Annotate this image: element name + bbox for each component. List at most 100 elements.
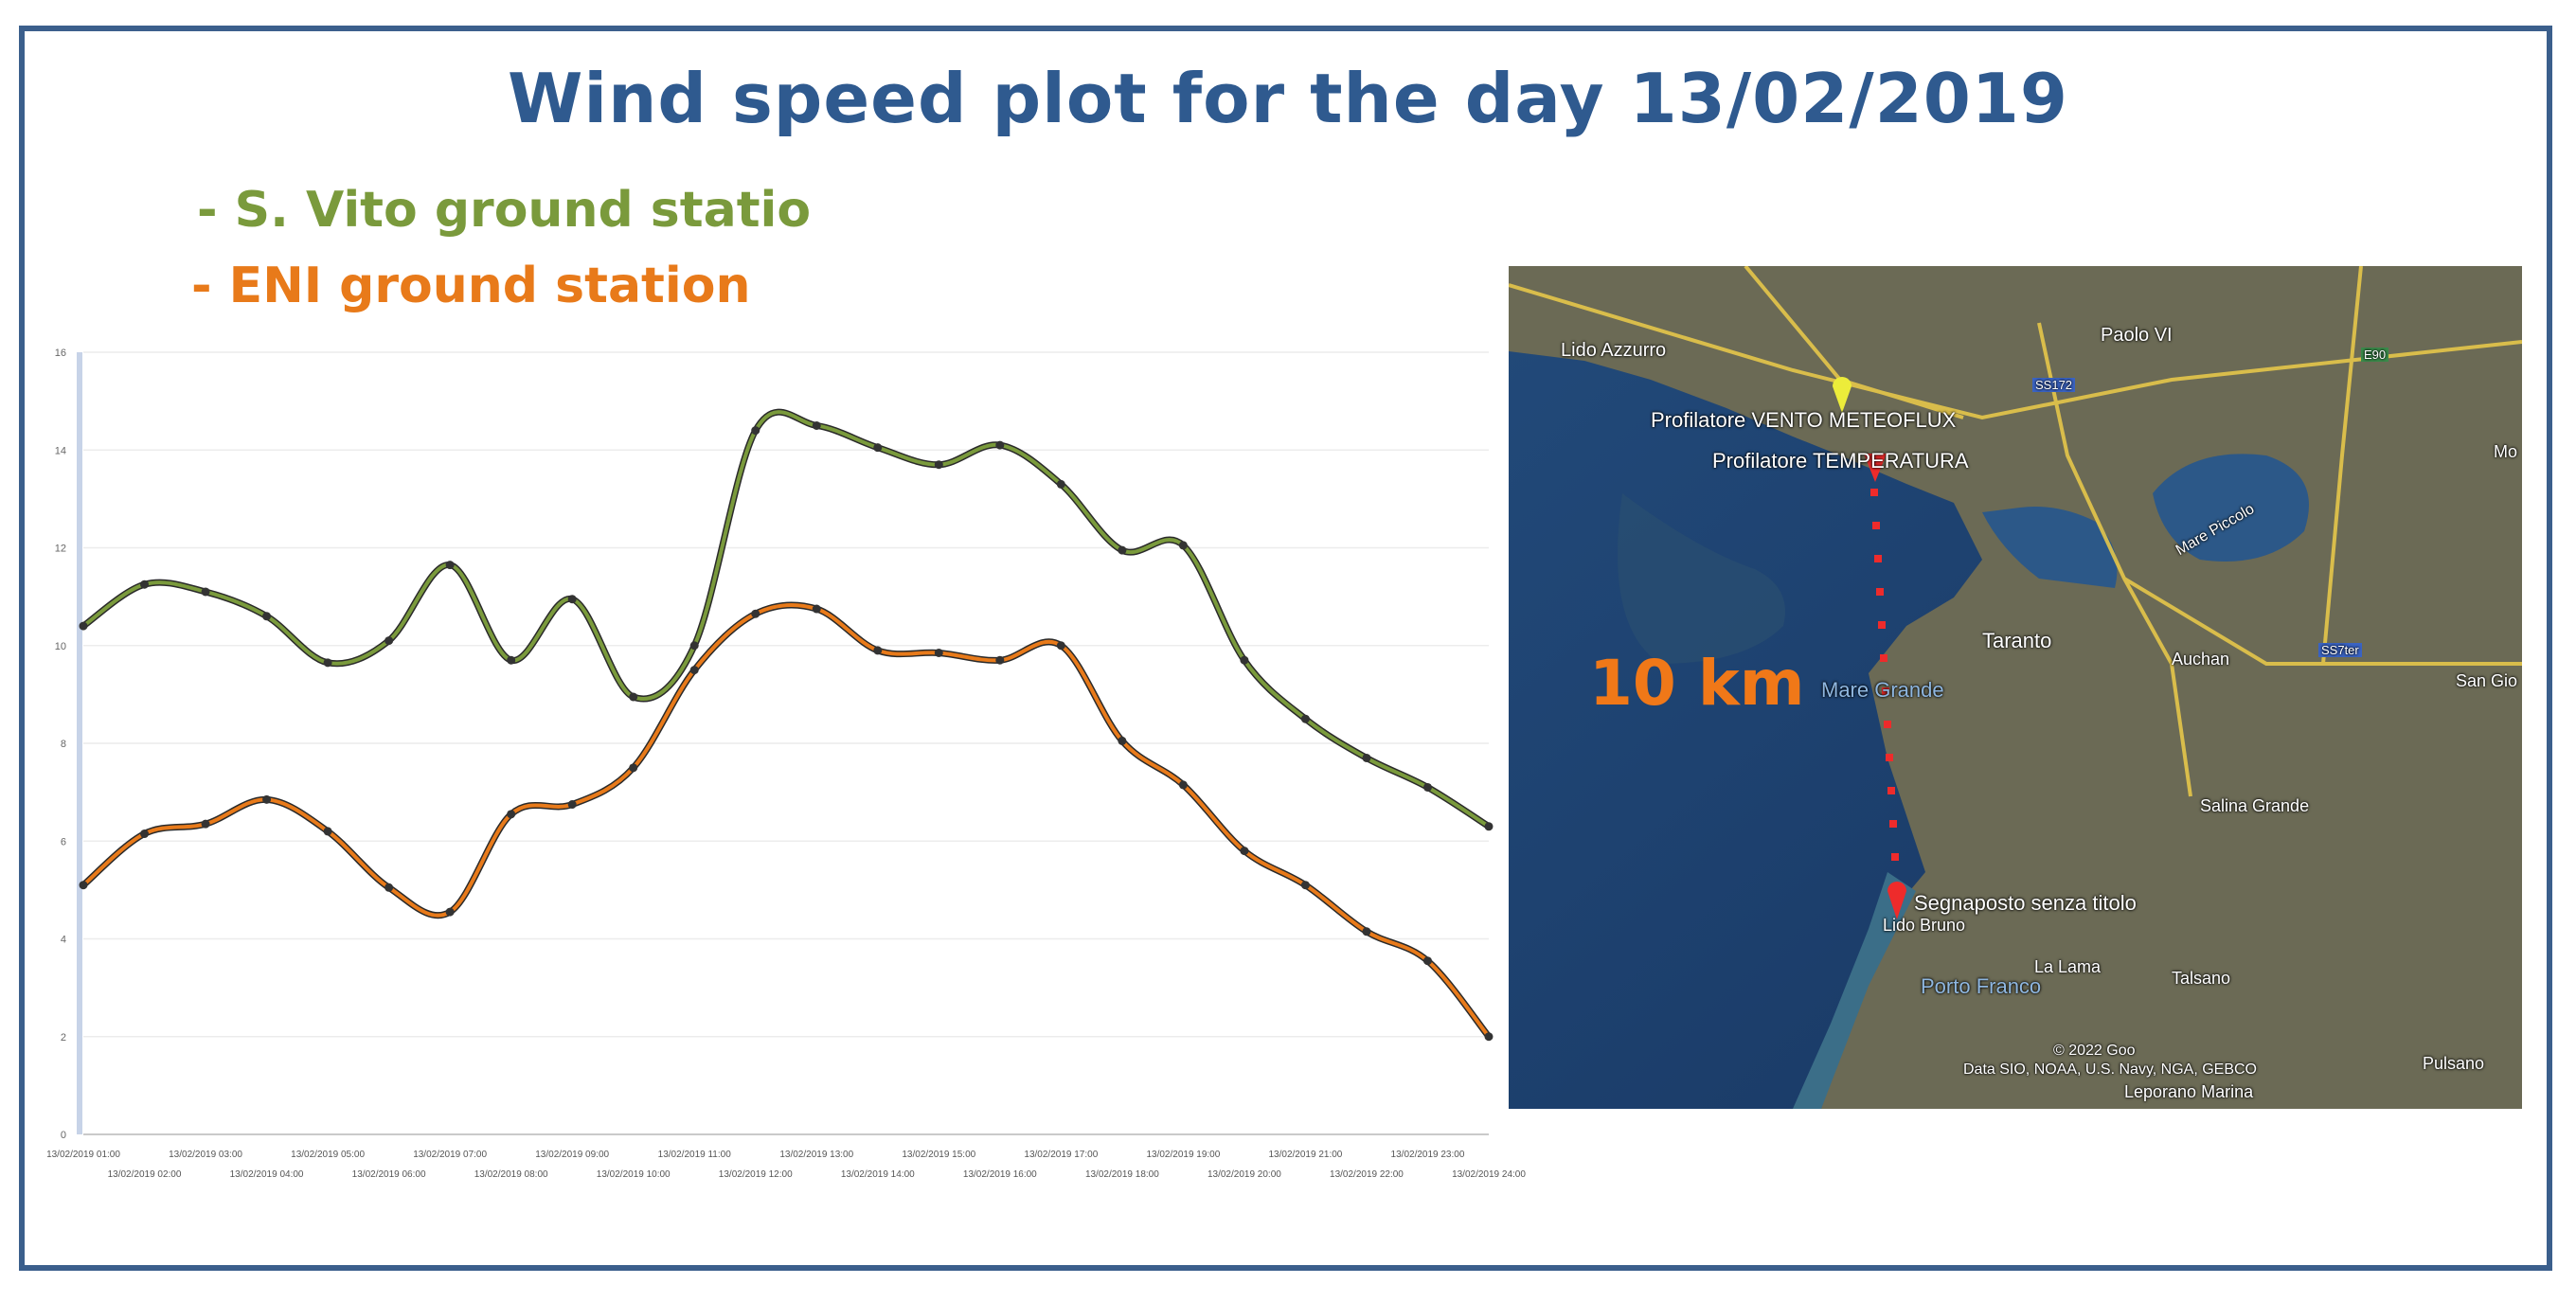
- map-label: La Lama: [2034, 957, 2102, 976]
- map-label: Taranto: [1982, 629, 2052, 652]
- data-point-s-vito: [140, 580, 150, 589]
- data-point-eni: [995, 655, 1005, 665]
- data-point-s-vito: [1056, 479, 1065, 489]
- data-point-eni: [262, 794, 272, 804]
- data-point-eni: [1300, 881, 1310, 890]
- distance-label: 10 km: [1589, 647, 1805, 720]
- data-point-s-vito: [79, 621, 88, 631]
- data-point-eni: [445, 907, 455, 917]
- data-point-eni: [567, 800, 577, 810]
- data-point-eni: [1118, 736, 1127, 745]
- map-label: Mare Grande: [1821, 678, 1944, 702]
- red-marker-icon: [1864, 454, 1887, 482]
- y-tick-label: 2: [61, 1032, 66, 1043]
- x-tick-label: 13/02/2019 05:00: [291, 1150, 365, 1160]
- map-label: Salina Grande: [2200, 796, 2310, 815]
- data-point-s-vito: [629, 692, 638, 702]
- data-point-eni: [689, 666, 699, 675]
- data-point-s-vito: [995, 440, 1005, 450]
- x-tick-label: 13/02/2019 10:00: [597, 1169, 671, 1180]
- data-point-s-vito: [1178, 541, 1188, 550]
- x-tick-label: 13/02/2019 21:00: [1269, 1150, 1343, 1160]
- page-title: Wind speed plot for the day 13/02/2019: [507, 59, 2068, 138]
- map-label: Porto Franco: [1921, 974, 2042, 998]
- legend-entry-eni: - ENI ground station: [191, 258, 751, 314]
- y-tick-label: 4: [61, 935, 66, 946]
- satellite-map: Lido Azzurro Paolo VI SS172 E90 Profilat…: [1509, 266, 2522, 1109]
- data-point-eni: [1422, 956, 1432, 966]
- series-outline-s-vito: [80, 408, 1491, 829]
- series-line-s-vito: [81, 410, 1491, 829]
- yellow-pin-icon: [1833, 377, 1852, 413]
- data-point-eni: [812, 604, 821, 614]
- map-label: Auchan: [2172, 650, 2230, 669]
- data-point-s-vito: [873, 443, 883, 453]
- data-point-s-vito: [507, 655, 516, 665]
- y-tick-label: 14: [55, 445, 66, 456]
- series-line-eni: [81, 602, 1491, 1039]
- x-tick-label: 13/02/2019 03:00: [169, 1150, 242, 1160]
- x-tick-label: 13/02/2019 06:00: [352, 1169, 426, 1180]
- x-tick-label: 13/02/2019 20:00: [1208, 1169, 1281, 1180]
- data-point-eni: [1362, 927, 1371, 936]
- x-tick-label: 13/02/2019 24:00: [1452, 1169, 1526, 1180]
- legend-entry-s-vito: - S. Vito ground statio: [197, 182, 812, 239]
- data-point-eni: [323, 827, 332, 836]
- map-label: San Gio: [2456, 671, 2518, 690]
- data-point-eni: [934, 648, 943, 657]
- data-point-eni: [1484, 1032, 1494, 1042]
- x-tick-label: 13/02/2019 09:00: [535, 1150, 609, 1160]
- x-tick-label: 13/02/2019 18:00: [1085, 1169, 1159, 1180]
- y-tick-label: 16: [55, 348, 66, 359]
- map-label: Lido Bruno: [1883, 916, 1966, 935]
- x-tick-label: 13/02/2019 02:00: [108, 1169, 182, 1180]
- map-label: © 2022 Goo: [2053, 1043, 2136, 1059]
- data-point-s-vito: [201, 587, 210, 597]
- y-tick-label: 6: [61, 836, 66, 847]
- x-tick-label: 13/02/2019 04:00: [230, 1169, 304, 1180]
- red-pin-icon: [1887, 882, 1906, 919]
- series-outline-eni: [80, 601, 1492, 1039]
- data-point-s-vito: [323, 658, 332, 668]
- data-point-s-vito: [445, 561, 455, 570]
- data-point-s-vito: [1300, 714, 1310, 723]
- map-label: Profilatore TEMPERATURA: [1712, 449, 1969, 473]
- map-label: Pulsano: [2423, 1054, 2485, 1073]
- data-point-s-vito: [1240, 655, 1249, 665]
- x-tick-label: 13/02/2019 13:00: [779, 1150, 853, 1160]
- data-point-eni: [507, 810, 516, 819]
- data-point-eni: [79, 881, 88, 890]
- x-tick-label: 13/02/2019 22:00: [1330, 1169, 1404, 1180]
- data-point-s-vito: [1362, 753, 1371, 762]
- x-tick-label: 13/02/2019 08:00: [474, 1169, 548, 1180]
- map-label: Lido Azzurro: [1561, 340, 1667, 361]
- data-point-s-vito: [812, 420, 821, 430]
- map-label: SS7ter: [2318, 643, 2362, 657]
- data-point-eni: [1178, 780, 1188, 790]
- data-point-s-vito: [262, 612, 272, 621]
- x-tick-label: 13/02/2019 16:00: [963, 1169, 1037, 1180]
- y-tick-label: 0: [61, 1130, 66, 1141]
- y-tick-label: 8: [61, 739, 66, 750]
- data-point-eni: [385, 883, 394, 892]
- data-point-s-vito: [567, 595, 577, 604]
- x-tick-label: 13/02/2019 12:00: [719, 1169, 793, 1180]
- data-point-s-vito: [1484, 822, 1494, 831]
- data-point-s-vito: [1118, 545, 1127, 555]
- map-label: Leporano Marina: [2124, 1082, 2254, 1101]
- x-tick-label: 13/02/2019 11:00: [658, 1150, 732, 1160]
- data-point-s-vito: [385, 636, 394, 646]
- data-point-eni: [873, 646, 883, 655]
- data-point-eni: [1240, 847, 1249, 856]
- y-tick-label: 12: [55, 544, 66, 555]
- map-label: Talsano: [2172, 969, 2231, 988]
- x-tick-label: 13/02/2019 14:00: [841, 1169, 915, 1180]
- data-point-eni: [629, 763, 638, 773]
- map-label: Paolo VI: [2101, 325, 2173, 346]
- map-label: SS172: [2032, 378, 2076, 392]
- map-label: E90: [2361, 348, 2389, 362]
- map-label: Segnaposto senza titolo: [1914, 891, 2137, 915]
- x-tick-label: 13/02/2019 01:00: [46, 1150, 120, 1160]
- map-label: Profilatore VENTO METEOFLUX: [1651, 408, 1957, 432]
